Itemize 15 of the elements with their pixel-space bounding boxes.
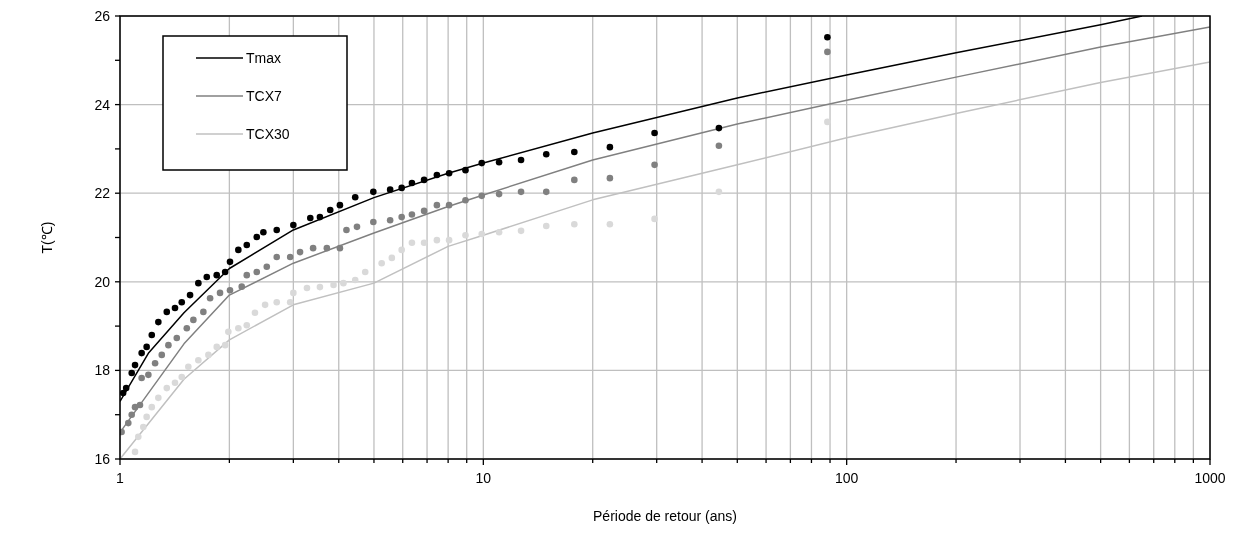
- y-tick-label: 26: [94, 8, 111, 24]
- legend-label: Tmax: [246, 50, 281, 66]
- y-axis-title: T(℃): [39, 221, 55, 254]
- y-tick-label: 22: [94, 185, 111, 202]
- y-tick-label: 18: [94, 362, 111, 379]
- y-tick-label: 16: [94, 451, 111, 467]
- x-tick-label: 1000: [1194, 470, 1226, 486]
- x-axis-title: Période de retour (ans): [593, 508, 737, 524]
- x-tick-label: 1: [116, 470, 125, 486]
- y-tick-label: 20: [94, 273, 111, 290]
- legend-label: TCX7: [246, 88, 282, 104]
- x-tick-label: 100: [834, 470, 859, 486]
- x-tick-label: 10: [475, 470, 492, 486]
- y-tick-label: 24: [94, 96, 111, 113]
- legend-label: TCX30: [246, 126, 290, 142]
